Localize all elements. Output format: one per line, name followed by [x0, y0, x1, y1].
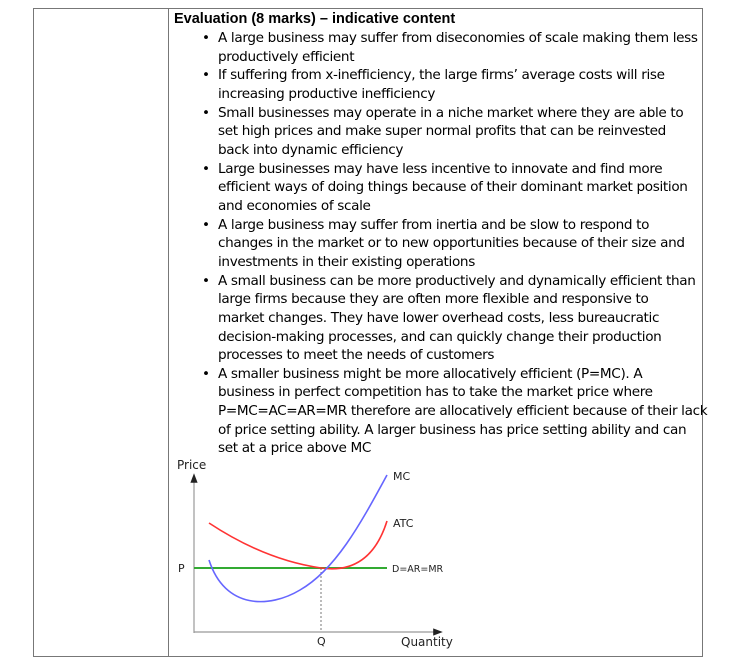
- bullet-icon: •: [202, 160, 210, 177]
- y-axis-label: Price: [177, 458, 206, 472]
- bullet-item: • Large businesses may have less incentiv…: [202, 160, 698, 216]
- bullet-text-line: investments in their existing operations: [218, 253, 475, 270]
- bullet-text-line: changes in the market or to new opportun…: [218, 235, 685, 252]
- bullet-item: • A large business may suffer from inerti…: [202, 216, 698, 272]
- bullet-text-line: large firms because they are often more …: [218, 291, 649, 308]
- bullet-item: • A large business may suffer from diseco…: [202, 29, 698, 66]
- bullet-text-line: decision-making processes, and can quick…: [218, 328, 662, 345]
- bullet-list: • A large business may suffer from diseco…: [202, 29, 708, 458]
- bullet-text-line: back into dynamic efficiency: [218, 141, 404, 158]
- bullet-item: • Small businesses may operate in a niche…: [202, 104, 698, 160]
- section-heading: Evaluation (8 marks) – indicative conten…: [174, 11, 456, 27]
- column-divider: [168, 8, 169, 657]
- bullet-text-line: increasing productive inefficiency: [218, 85, 436, 102]
- mc-curve: [208, 474, 388, 603]
- bullet-text-line: of price setting ability. A larger busin…: [218, 421, 687, 438]
- bullet-text-line: A large business may suffer from disecon…: [218, 30, 698, 46]
- bullet-text-line: If suffering from x-inefficiency, the la…: [218, 67, 665, 84]
- bullet-text-line: productively efficient: [218, 48, 355, 65]
- bullet-text-line: P=MC=AC=AR=MR therefore are allocatively…: [218, 403, 708, 420]
- bullet-text-line: Large businesses may have less incentive…: [218, 160, 663, 177]
- table-border: [33, 8, 703, 657]
- bullet-text-line: set at a price above MC: [218, 440, 372, 457]
- bullet-icon: •: [202, 272, 210, 289]
- bullet-text-line: A smaller business might be more allocat…: [218, 365, 643, 382]
- bullet-item: • A small business can be more productive…: [202, 272, 698, 365]
- bullet-text-line: market changes. They have lower overhead…: [218, 309, 660, 326]
- bullet-item: • If suffering from x-inefficiency, the l…: [202, 66, 698, 103]
- bullet-text-line: Small businesses may operate in a niche …: [218, 104, 684, 121]
- mc-label: MC: [393, 470, 410, 483]
- bullet-icon: •: [202, 365, 210, 382]
- bullet-icon: •: [202, 67, 210, 84]
- atc-label: ATC: [393, 517, 414, 530]
- bullet-icon: •: [202, 216, 210, 233]
- bullet-text-line: processes to meet the needs of customers: [218, 347, 495, 364]
- atc-curve: [208, 520, 388, 570]
- price-label: P: [178, 562, 185, 575]
- quantity-label: Q: [317, 635, 326, 648]
- x-axis-label: Quantity: [401, 635, 453, 649]
- bullet-text-line: business in perfect competition has to t…: [218, 384, 653, 401]
- bullet-text-line: and economies of scale: [218, 197, 371, 214]
- bullet-icon: •: [202, 104, 210, 121]
- demand-label: D=AR=MR: [392, 564, 444, 575]
- bullet-icon: •: [202, 30, 210, 46]
- bullet-text-line: A small business can be more productivel…: [218, 272, 696, 289]
- bullet-text-line: efficient ways of doing things because o…: [218, 179, 688, 196]
- bullet-item: • A smaller business might be more alloca…: [202, 365, 708, 458]
- bullet-text-line: set high prices and make super normal pr…: [218, 123, 666, 140]
- bullet-text-line: A large business may suffer from inertia…: [218, 216, 650, 233]
